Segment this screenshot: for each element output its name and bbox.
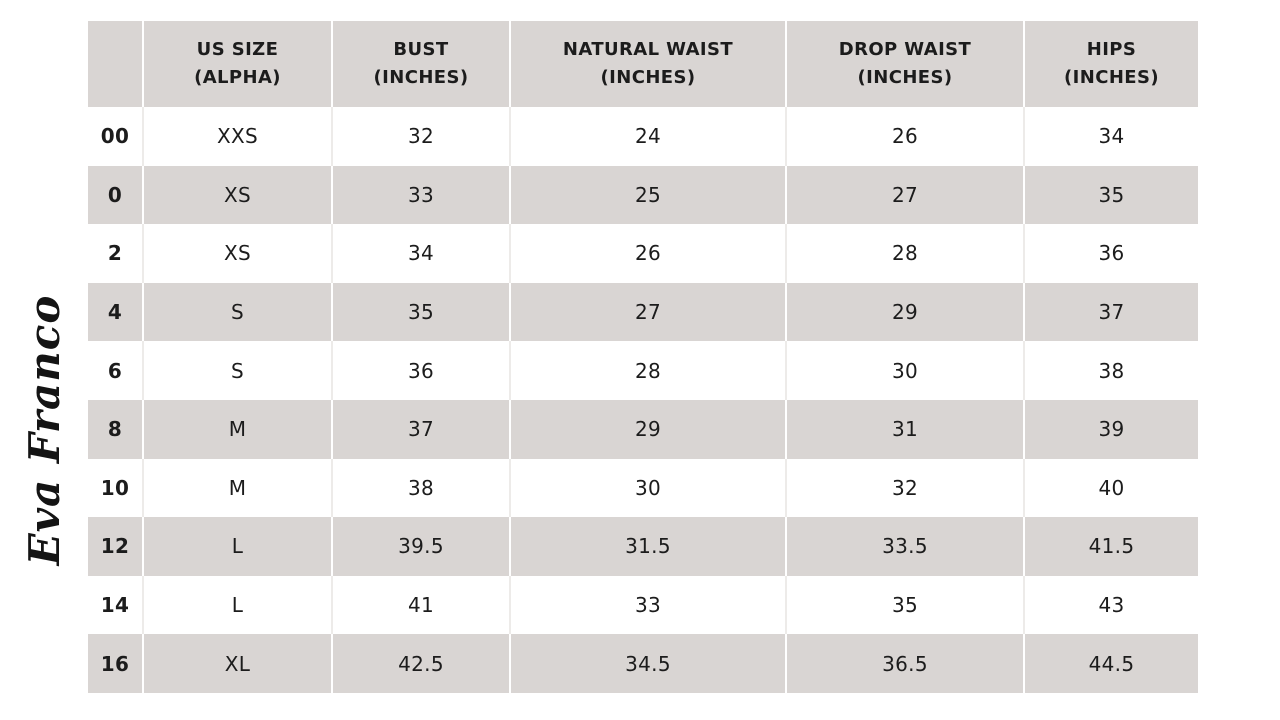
cell-us-size: 8 (88, 399, 144, 459)
cell-natural-waist: 29 (511, 399, 787, 459)
cell-us-size: 12 (88, 517, 144, 576)
table-row: 6 S 36 28 30 38 (88, 341, 1198, 400)
cell-bust: 39.5 (333, 517, 511, 576)
cell-us-size: 00 (88, 107, 144, 166)
column-header-natural-waist: NATURAL WAIST (INCHES) (511, 21, 787, 107)
cell-hips: 37 (1025, 282, 1198, 342)
size-chart-table: US SIZE (ALPHA) BUST (INCHES) NATURAL WA… (88, 21, 1198, 693)
cell-bust: 32 (333, 107, 511, 166)
cell-hips: 35 (1025, 165, 1198, 225)
cell-natural-waist: 34.5 (511, 634, 787, 693)
cell-us-size: 4 (88, 282, 144, 342)
cell-hips: 39 (1025, 399, 1198, 459)
table-row: 2 XS 34 26 28 36 (88, 224, 1198, 283)
cell-drop-waist: 35 (787, 575, 1025, 635)
table-row: 4 S 35 27 29 37 (88, 282, 1198, 342)
cell-hips: 44.5 (1025, 634, 1198, 693)
cell-natural-waist: 33 (511, 575, 787, 635)
cell-hips: 40 (1025, 458, 1198, 518)
cell-natural-waist: 27 (511, 282, 787, 342)
cell-alpha-size: XXS (144, 107, 333, 166)
cell-alpha-size: XS (144, 224, 333, 283)
header-row: US SIZE (ALPHA) BUST (INCHES) NATURAL WA… (88, 21, 1198, 107)
table-row: 16 XL 42.5 34.5 36.5 44.5 (88, 634, 1198, 693)
cell-drop-waist: 36.5 (787, 634, 1025, 693)
cell-bust: 41 (333, 575, 511, 635)
cell-natural-waist: 31.5 (511, 517, 787, 576)
table-header: US SIZE (ALPHA) BUST (INCHES) NATURAL WA… (88, 21, 1198, 107)
cell-natural-waist: 24 (511, 107, 787, 166)
cell-natural-waist: 30 (511, 458, 787, 518)
cell-us-size: 0 (88, 165, 144, 225)
cell-us-size: 2 (88, 224, 144, 283)
cell-bust: 33 (333, 165, 511, 225)
table-row: 0 XS 33 25 27 35 (88, 165, 1198, 225)
column-header-hips: HIPS (INCHES) (1025, 21, 1198, 107)
cell-alpha-size: M (144, 399, 333, 459)
cell-bust: 38 (333, 458, 511, 518)
cell-hips: 36 (1025, 224, 1198, 283)
cell-drop-waist: 33.5 (787, 517, 1025, 576)
brand-logo: Eva Franco (20, 294, 69, 566)
cell-alpha-size: L (144, 575, 333, 635)
cell-drop-waist: 32 (787, 458, 1025, 518)
cell-bust: 42.5 (333, 634, 511, 693)
cell-alpha-size: S (144, 282, 333, 342)
cell-natural-waist: 28 (511, 341, 787, 400)
cell-bust: 36 (333, 341, 511, 400)
cell-us-size: 10 (88, 458, 144, 518)
cell-hips: 38 (1025, 341, 1198, 400)
cell-drop-waist: 28 (787, 224, 1025, 283)
cell-drop-waist: 31 (787, 399, 1025, 459)
cell-us-size: 16 (88, 634, 144, 693)
cell-hips: 41.5 (1025, 517, 1198, 576)
cell-drop-waist: 26 (787, 107, 1025, 166)
table-row: 8 M 37 29 31 39 (88, 399, 1198, 459)
cell-hips: 43 (1025, 575, 1198, 635)
cell-us-size: 6 (88, 341, 144, 400)
cell-alpha-size: XL (144, 634, 333, 693)
cell-bust: 34 (333, 224, 511, 283)
table-row: 14 L 41 33 35 43 (88, 575, 1198, 635)
table-row: 12 L 39.5 31.5 33.5 41.5 (88, 517, 1198, 576)
column-header-us-size-alpha: US SIZE (ALPHA) (144, 21, 333, 107)
column-header-drop-waist: DROP WAIST (INCHES) (787, 21, 1025, 107)
cell-alpha-size: L (144, 517, 333, 576)
cell-alpha-size: S (144, 341, 333, 400)
cell-bust: 37 (333, 399, 511, 459)
table-row: 00 XXS 32 24 26 34 (88, 107, 1198, 166)
cell-bust: 35 (333, 282, 511, 342)
column-header-blank (88, 21, 144, 107)
cell-drop-waist: 30 (787, 341, 1025, 400)
cell-drop-waist: 27 (787, 165, 1025, 225)
table-body: 00 XXS 32 24 26 34 0 XS 33 25 27 35 2 XS… (88, 107, 1198, 693)
cell-us-size: 14 (88, 575, 144, 635)
cell-hips: 34 (1025, 107, 1198, 166)
cell-natural-waist: 26 (511, 224, 787, 283)
column-header-bust: BUST (INCHES) (333, 21, 511, 107)
table-row: 10 M 38 30 32 40 (88, 458, 1198, 518)
cell-natural-waist: 25 (511, 165, 787, 225)
cell-alpha-size: XS (144, 165, 333, 225)
cell-alpha-size: M (144, 458, 333, 518)
cell-drop-waist: 29 (787, 282, 1025, 342)
